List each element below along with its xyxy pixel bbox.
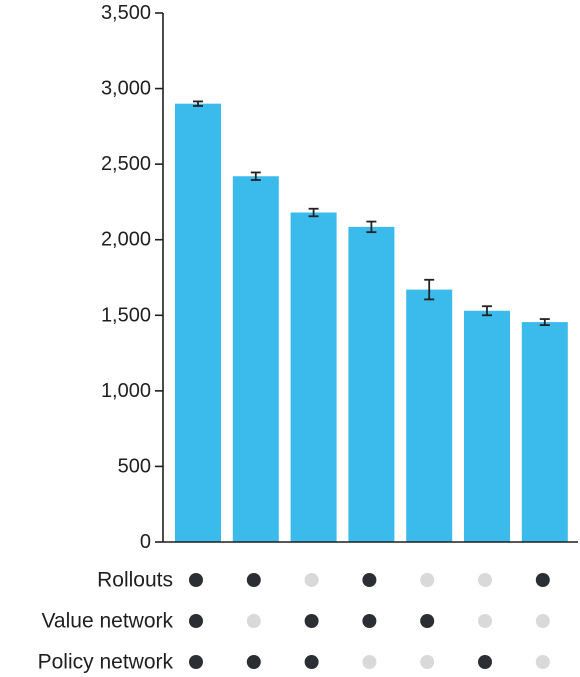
- indicator-dot-on: [189, 573, 203, 587]
- bars: [175, 103, 568, 543]
- y-tick-label: 3,000: [101, 78, 151, 100]
- bar: [464, 310, 510, 542]
- indicator-dot-off: [478, 614, 492, 628]
- error-bars: [193, 100, 550, 327]
- y-tick-label: 0: [140, 531, 151, 553]
- indicator-dot-off: [420, 573, 435, 587]
- indicator-row-label: Rollouts: [97, 569, 173, 592]
- bar: [232, 176, 279, 542]
- y-axis: 0 500 1,000 1,500 2,000 2,500 3,000 3,500: [101, 2, 164, 553]
- y-tick-label: 2,000: [101, 229, 151, 251]
- indicator-row-label: Policy network: [38, 651, 174, 674]
- bar: [175, 103, 221, 542]
- indicator-dot-on: [304, 614, 319, 628]
- indicator-row-label: Value network: [41, 610, 173, 633]
- indicator-matrix: Rollouts Value network Policy network: [38, 569, 550, 674]
- bar: [290, 212, 337, 542]
- bar: [348, 226, 395, 543]
- indicator-dot-on: [420, 614, 435, 628]
- bar: [521, 322, 568, 542]
- indicator-dot-off: [535, 614, 550, 628]
- indicator-dot-off: [362, 655, 377, 669]
- indicator-dot-off: [246, 614, 261, 628]
- indicator-dot-on: [304, 655, 319, 669]
- indicator-dot-off: [420, 655, 435, 669]
- y-tick-label: 1,500: [101, 304, 151, 326]
- y-tick-label: 2,500: [101, 153, 151, 175]
- y-tick-label: 500: [118, 455, 151, 477]
- indicator-dot-on: [189, 655, 203, 669]
- indicator-dot-on: [478, 655, 492, 669]
- indicator-dot-off: [478, 573, 492, 587]
- indicator-dot-on: [362, 614, 377, 628]
- y-tick-label: 3,500: [101, 2, 151, 24]
- indicator-dot-off: [304, 573, 319, 587]
- y-tick-label: 1,000: [101, 380, 151, 402]
- indicator-dot-on: [535, 573, 550, 587]
- bar: [406, 289, 453, 542]
- indicator-dot-on: [362, 573, 377, 587]
- indicator-dot-on: [189, 614, 203, 628]
- indicator-dot-on: [246, 573, 261, 587]
- indicator-dot-on: [246, 655, 261, 669]
- indicator-dot-off: [535, 655, 550, 669]
